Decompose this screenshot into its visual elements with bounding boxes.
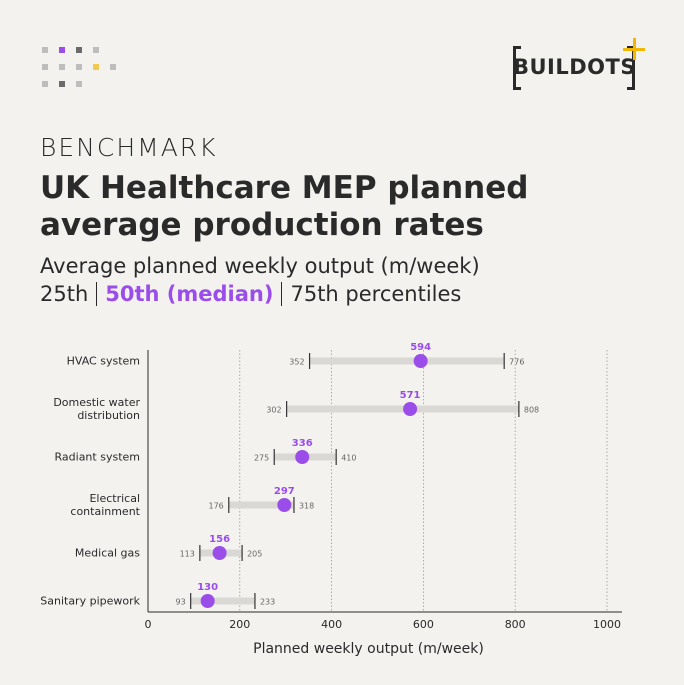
dot xyxy=(93,47,99,53)
x-tick-label: 600 xyxy=(413,618,434,631)
p75-label: 410 xyxy=(341,454,356,463)
dot xyxy=(59,64,65,70)
x-tick-label: 0 xyxy=(145,618,152,631)
median-label: 336 xyxy=(292,438,313,449)
x-tick-label: 800 xyxy=(505,618,526,631)
dot xyxy=(42,81,48,87)
median-label: 156 xyxy=(209,534,230,545)
logo: BUILDOTS xyxy=(513,38,645,90)
x-tick-label: 400 xyxy=(321,618,342,631)
median-dot xyxy=(413,354,428,368)
dot xyxy=(110,64,116,70)
legend: 25th 50th (median) 75th percentiles xyxy=(40,282,461,306)
chart-subtitle: Average planned weekly output (m/week) xyxy=(40,254,480,278)
separator xyxy=(96,282,98,306)
legend-entry: 25th xyxy=(40,282,89,306)
dot xyxy=(76,64,82,70)
median-label: 571 xyxy=(400,390,421,401)
dot xyxy=(76,47,82,53)
y-tick-label: Sanitary pipework xyxy=(40,594,140,608)
logo-bracket xyxy=(627,46,635,90)
y-tick-label: Medical gas xyxy=(74,546,140,560)
y-tick-label: Domestic water distribution xyxy=(53,396,140,422)
p25-label: 93 xyxy=(175,598,185,607)
p25-label: 352 xyxy=(289,358,304,367)
p75-label: 233 xyxy=(260,598,275,607)
y-tick-label: HVAC system xyxy=(66,354,140,368)
p75-label: 808 xyxy=(524,406,539,415)
p25-label: 302 xyxy=(266,406,281,415)
dot xyxy=(93,64,99,70)
logo-bracket xyxy=(513,46,521,90)
legend-entry: 50th (median) xyxy=(105,282,274,306)
x-tick-label: 200 xyxy=(229,618,250,631)
separator xyxy=(281,282,283,306)
dot xyxy=(76,81,82,87)
x-axis-label: Planned weekly output (m/week) xyxy=(253,641,484,657)
median-label: 594 xyxy=(410,342,431,353)
median-label: 130 xyxy=(197,582,218,593)
dot xyxy=(42,64,48,70)
y-tick-label: Radiant system xyxy=(54,450,140,464)
median-dot xyxy=(403,402,418,416)
median-dot xyxy=(295,450,310,464)
median-label: 297 xyxy=(274,486,295,497)
p75-label: 318 xyxy=(299,502,314,511)
kicker: BENCHMARK xyxy=(40,133,218,162)
dot xyxy=(59,47,65,53)
dot xyxy=(42,47,48,53)
y-tick-label: Electrical containment xyxy=(70,492,140,518)
median-dot xyxy=(200,594,215,608)
legend-entry: 75th percentiles xyxy=(290,282,462,306)
chart-title: UK Healthcare MEP planned average produc… xyxy=(40,170,529,243)
p75-label: 776 xyxy=(509,358,524,367)
logo-text: BUILDOTS xyxy=(513,55,636,79)
p25-label: 275 xyxy=(254,454,269,463)
p75-label: 205 xyxy=(247,550,262,559)
x-tick-label: 1000 xyxy=(593,618,621,631)
p25-label: 113 xyxy=(180,550,195,559)
median-dot xyxy=(212,546,227,560)
median-dot xyxy=(277,498,292,512)
p25-label: 176 xyxy=(209,502,224,511)
dot xyxy=(59,81,65,87)
logo-plus xyxy=(623,38,645,60)
